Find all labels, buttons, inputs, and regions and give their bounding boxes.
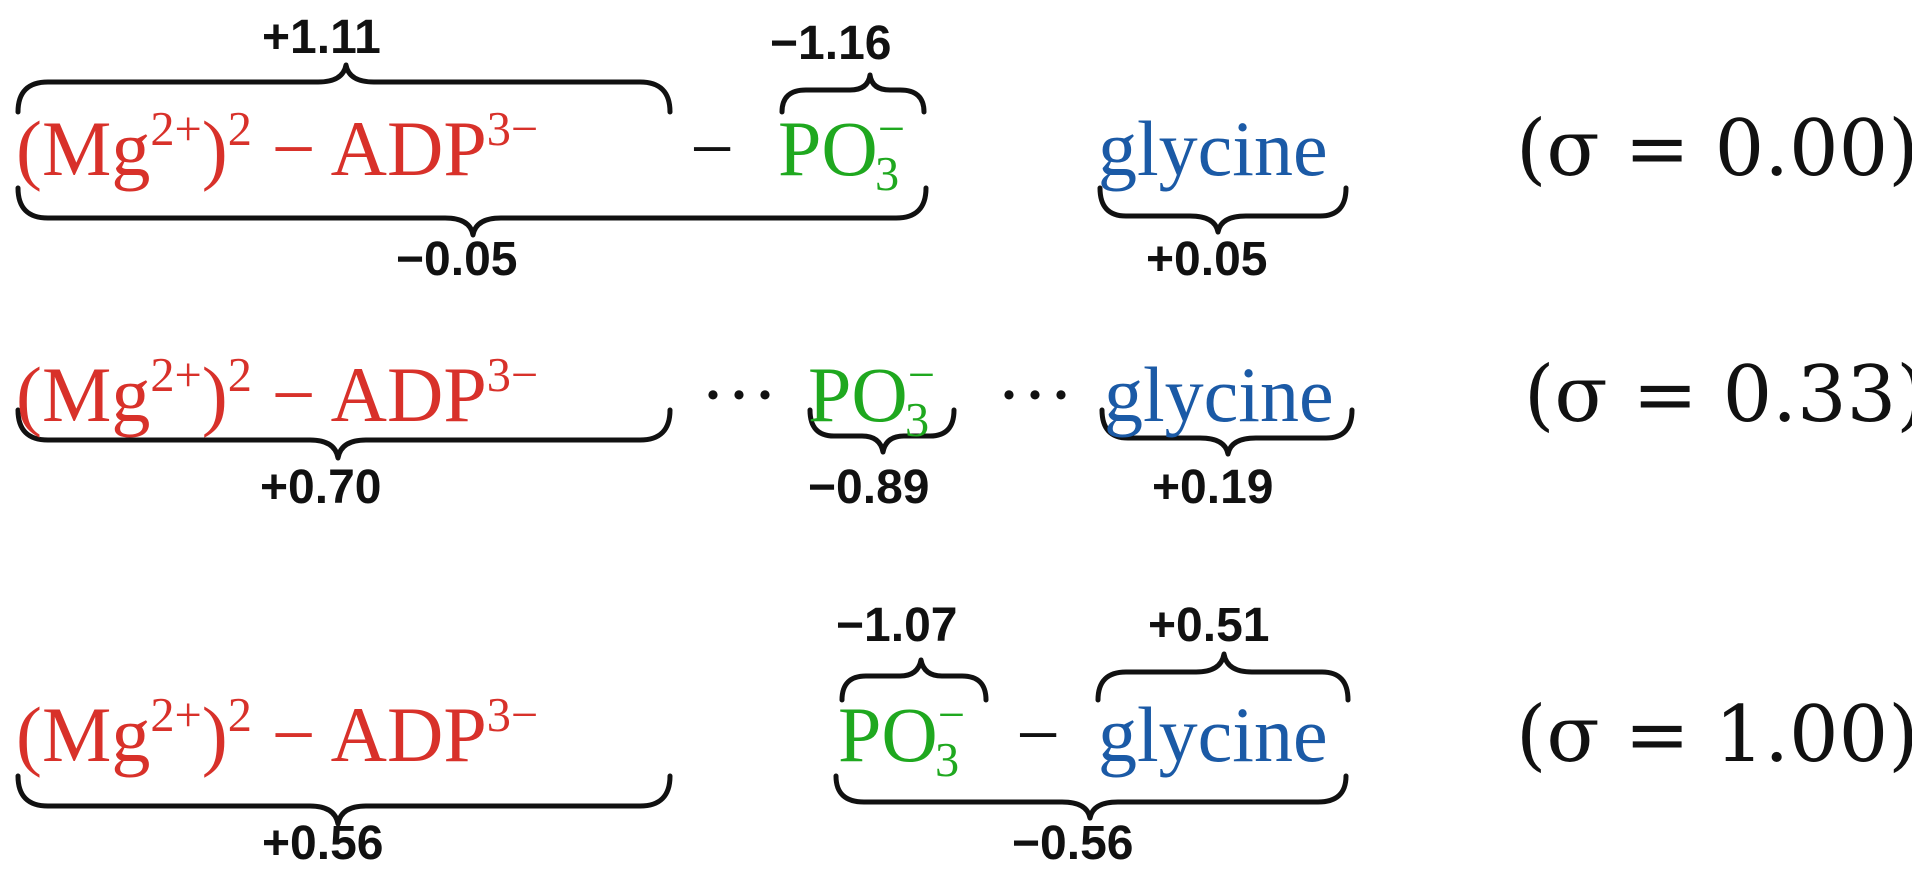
- brace-row1-complex-bottom: [15, 185, 929, 238]
- row3-po3-group: PO−3: [838, 689, 965, 788]
- brace-row1-adp-top: [15, 62, 673, 115]
- charge-row1-gly-bottom: +0.05: [1146, 233, 1268, 286]
- brace-row1-gly-bottom: [1097, 185, 1349, 235]
- brace-row3-po-top: [839, 657, 989, 703]
- brace-row2-po-bottom: [807, 407, 957, 455]
- brace-row3-complex-bottom: [833, 773, 1349, 821]
- charge-row3-gly-top: +0.51: [1148, 599, 1270, 652]
- charge-row2-gly-bottom: +0.19: [1152, 461, 1274, 514]
- row1-po3-group: PO−3: [778, 103, 905, 202]
- row2-dots-left: ···: [700, 351, 778, 438]
- row2-sigma: (σ = 0.33): [1524, 350, 1912, 440]
- charge-row1-po-top: −1.16: [770, 17, 892, 70]
- charge-row2-po-bottom: −0.89: [808, 461, 930, 514]
- row3-glycine: glycine: [1098, 691, 1328, 778]
- row1-glycine: glycine: [1098, 105, 1328, 192]
- row3-sigma: (σ = 1.00): [1516, 690, 1912, 780]
- row1-mg-adp-complex: (Mg2+)2 − ADP3−: [16, 103, 539, 192]
- brace-row2-gly-bottom: [1099, 407, 1355, 457]
- charge-row2-adp-bottom: +0.70: [260, 461, 382, 514]
- row2-dots-right: ···: [996, 351, 1074, 438]
- row1-sigma: (σ = 0.00): [1516, 104, 1912, 194]
- charge-row1-complex-bottom: −0.05: [396, 233, 518, 286]
- brace-row3-gly-top: [1095, 651, 1351, 703]
- row3-bond-dash: −: [1016, 691, 1060, 778]
- charge-row3-complex-bottom: −0.56: [1012, 817, 1134, 870]
- charge-row3-adp-bottom: +0.56: [262, 817, 384, 870]
- row2-mg-adp-complex: (Mg2+)2 − ADP3−: [16, 349, 539, 438]
- row2-po3-group: PO−3: [808, 349, 935, 448]
- charge-row1-adp-top: +1.11: [262, 11, 381, 64]
- row1-bond-dash: −: [690, 105, 734, 192]
- brace-row3-adp-bottom: [15, 773, 673, 827]
- brace-row2-adp-bottom: [15, 407, 673, 461]
- row3-mg-adp-complex: (Mg2+)2 − ADP3−: [16, 689, 539, 778]
- brace-row1-po-top: [779, 72, 927, 115]
- row2-glycine: glycine: [1104, 351, 1334, 438]
- charge-row3-po-top: −1.07: [836, 599, 958, 652]
